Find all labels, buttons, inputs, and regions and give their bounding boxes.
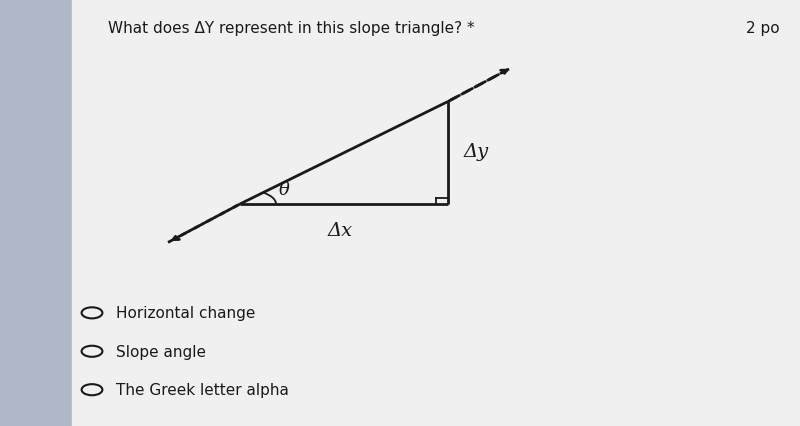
Text: What does ΔY represent in this slope triangle? *: What does ΔY represent in this slope tri… (108, 21, 474, 36)
Text: The Greek letter alpha: The Greek letter alpha (116, 382, 289, 397)
Text: Δx: Δx (327, 221, 353, 239)
Text: Horizontal change: Horizontal change (116, 305, 255, 321)
Text: Δy: Δy (463, 142, 489, 160)
Text: Slope angle: Slope angle (116, 344, 206, 359)
Bar (0, 0, 72, 426)
Text: 2 po: 2 po (746, 21, 780, 36)
Text: θ: θ (278, 181, 290, 199)
